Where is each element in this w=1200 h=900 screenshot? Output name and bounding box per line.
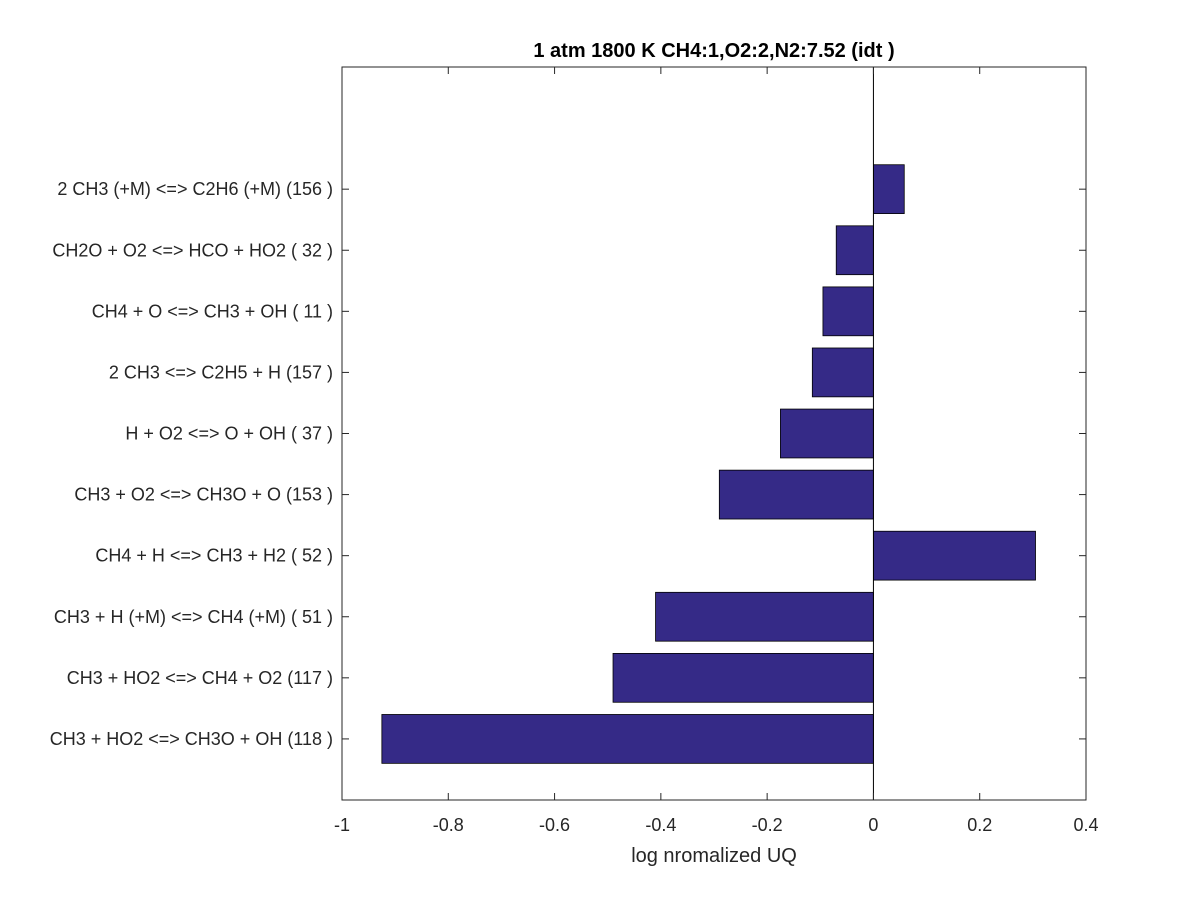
y-tick-label: CH4 + O <=> CH3 + OH ( 11 ) — [92, 301, 333, 321]
bar — [780, 408, 874, 459]
x-tick-label: 0 — [868, 815, 878, 835]
y-tick-label: 2 CH3 (+M) <=> C2H6 (+M) (156 ) — [57, 179, 333, 199]
bar — [612, 653, 874, 703]
bar — [873, 164, 905, 215]
y-tick-label: CH3 + HO2 <=> CH4 + O2 (117 ) — [67, 668, 333, 688]
bar — [811, 347, 874, 398]
y-axis-ticks: CH3 + HO2 <=> CH3O + OH (118 ) CH3 + HO2 … — [50, 179, 1086, 749]
x-tick-label: -1 — [334, 815, 350, 835]
x-axis-ticks: -1 -0.8 -0.6 -0.4 -0.2 0 0.2 0.4 — [334, 67, 1099, 835]
x-tick-label: -0.6 — [539, 815, 570, 835]
bar — [655, 591, 874, 642]
bar — [873, 530, 1036, 581]
y-tick-label: H + O2 <=> O + OH ( 37 ) — [125, 424, 333, 444]
y-tick-label: CH3 + O2 <=> CH3O + O (153 ) — [74, 485, 333, 505]
bar — [835, 225, 874, 276]
y-tick-label: CH3 + HO2 <=> CH3O + OH (118 ) — [50, 729, 333, 749]
x-tick-label: 0.4 — [1073, 815, 1098, 835]
x-tick-label: -0.4 — [645, 815, 676, 835]
bar — [381, 714, 874, 764]
y-tick-label: CH4 + H <=> CH3 + H2 ( 52 ) — [95, 546, 333, 566]
x-tick-label: -0.8 — [433, 815, 464, 835]
y-tick-label: CH3 + H (+M) <=> CH4 (+M) ( 51 ) — [54, 607, 333, 627]
y-tick-label: CH2O + O2 <=> HCO + HO2 ( 32 ) — [52, 240, 333, 260]
x-tick-label: -0.2 — [752, 815, 783, 835]
chart-title: 1 atm 1800 K CH4:1,O2:2,N2:7.52 (idt ) — [533, 40, 894, 62]
y-tick-label: 2 CH3 <=> C2H5 + H (157 ) — [109, 362, 333, 382]
x-axis-label: log nromalized UQ — [631, 845, 797, 867]
bars-group — [381, 164, 1036, 764]
bar — [822, 286, 874, 337]
bar — [718, 469, 874, 520]
x-tick-label: 0.2 — [967, 815, 992, 835]
